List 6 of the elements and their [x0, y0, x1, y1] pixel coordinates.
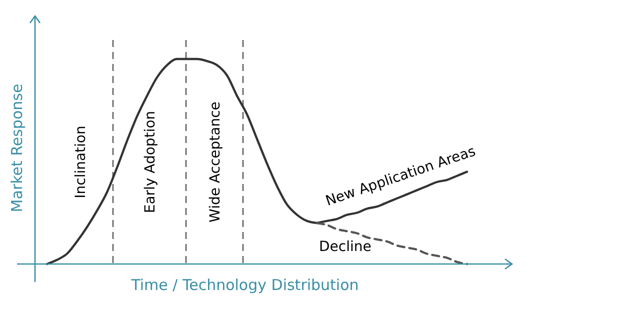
annotation: Wide Acceptance — [208, 102, 224, 222]
annotation: Inclination — [73, 126, 89, 198]
series-label: Decline — [319, 239, 372, 255]
annotation: Early Adoption — [142, 110, 158, 214]
y-axis-title: Market Response — [8, 84, 26, 212]
x-axis-title: Time / Technology Distribution — [130, 276, 359, 294]
